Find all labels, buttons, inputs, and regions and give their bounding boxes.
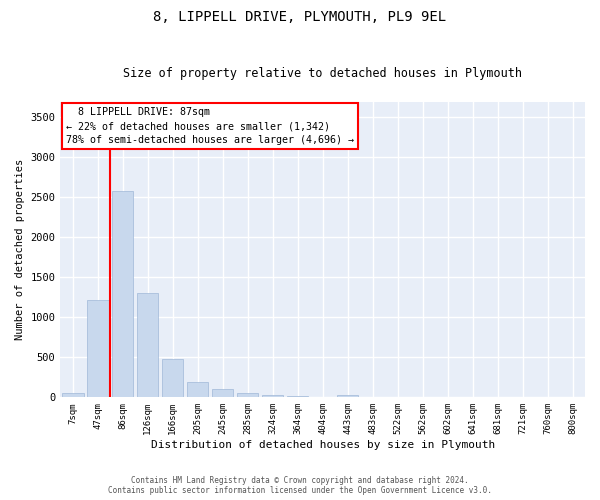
Bar (212, 389, 233, 398)
Title: Size of property relative to detached houses in Plymouth: Size of property relative to detached ho… (123, 66, 522, 80)
Text: Contains HM Land Registry data © Crown copyright and database right 2024.
Contai: Contains HM Land Registry data © Crown c… (108, 476, 492, 495)
Text: 8 LIPPELL DRIVE: 87sqm
← 22% of detached houses are smaller (1,342)
78% of semi-: 8 LIPPELL DRIVE: 87sqm ← 22% of detached… (65, 108, 353, 146)
Bar (62, 393, 83, 398)
Bar (262, 395, 283, 398)
X-axis label: Distribution of detached houses by size in Plymouth: Distribution of detached houses by size … (151, 440, 495, 450)
Bar (237, 394, 259, 398)
Y-axis label: Number of detached properties: Number of detached properties (15, 159, 25, 340)
Bar (187, 382, 208, 398)
Bar (87, 300, 109, 398)
Bar (162, 359, 184, 398)
Bar (112, 191, 133, 398)
Bar (287, 396, 308, 398)
Bar (137, 294, 158, 398)
Text: 8, LIPPELL DRIVE, PLYMOUTH, PL9 9EL: 8, LIPPELL DRIVE, PLYMOUTH, PL9 9EL (154, 10, 446, 24)
Bar (337, 395, 358, 398)
